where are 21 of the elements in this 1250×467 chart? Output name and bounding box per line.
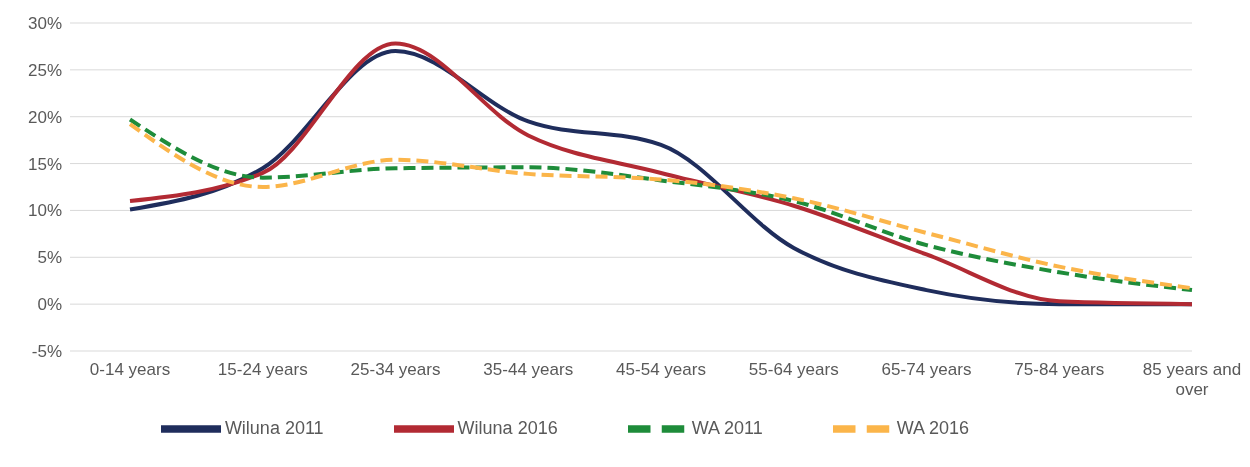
y-tick-label: 25% (27, 60, 62, 80)
x-tick-label: 75-84 years (1014, 360, 1105, 379)
x-tick-label: 85 years and over (1142, 360, 1242, 399)
legend-label: Wiluna 2016 (457, 417, 558, 438)
x-tick-label: 65-74 years (881, 360, 972, 379)
y-tick-label: -5% (31, 342, 62, 362)
legend-label: Wiluna 2011 (224, 417, 324, 438)
y-tick-label: 30% (27, 14, 62, 34)
legend-label: WA 2011 (691, 417, 763, 438)
x-tick-label: 35-44 years (483, 360, 574, 379)
y-tick-label: 5% (37, 248, 62, 268)
x-tick-label: 0-14 years (89, 360, 171, 379)
y-tick-label: 10% (27, 201, 62, 221)
legend-label: WA 2016 (896, 417, 970, 438)
x-tick-label: 15-24 years (217, 360, 308, 379)
x-tick-label: 25-34 years (350, 360, 441, 379)
x-tick-label: 55-64 years (748, 360, 839, 379)
y-tick-label: 15% (27, 154, 62, 174)
y-tick-label: 0% (37, 295, 62, 315)
y-tick-label: 20% (27, 107, 62, 127)
x-tick-label: 45-54 years (616, 360, 706, 379)
